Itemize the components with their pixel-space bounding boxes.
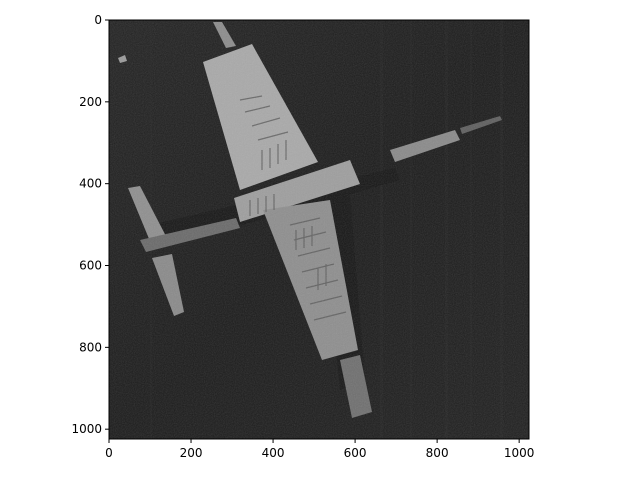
y-tick-label: 400 bbox=[79, 177, 102, 191]
x-axis: 0 200 400 600 800 1000 bbox=[105, 439, 534, 460]
y-tick-label: 600 bbox=[79, 259, 102, 273]
axes-frame bbox=[108, 19, 530, 440]
y-tick-label: 800 bbox=[79, 340, 102, 354]
image-area bbox=[109, 20, 529, 439]
x-tick-label: 800 bbox=[426, 446, 449, 460]
y-tick-label: 1000 bbox=[71, 422, 102, 436]
y-axis: 0 200 400 600 800 1000 bbox=[71, 13, 109, 436]
x-tick-label: 600 bbox=[344, 446, 367, 460]
x-tick-label: 0 bbox=[105, 446, 113, 460]
image-grain bbox=[109, 20, 529, 439]
x-tick-label: 400 bbox=[262, 446, 285, 460]
x-tick-label: 200 bbox=[180, 446, 203, 460]
x-tick-label: 1000 bbox=[504, 446, 535, 460]
y-tick-label: 0 bbox=[94, 13, 102, 27]
y-tick-label: 200 bbox=[79, 95, 102, 109]
